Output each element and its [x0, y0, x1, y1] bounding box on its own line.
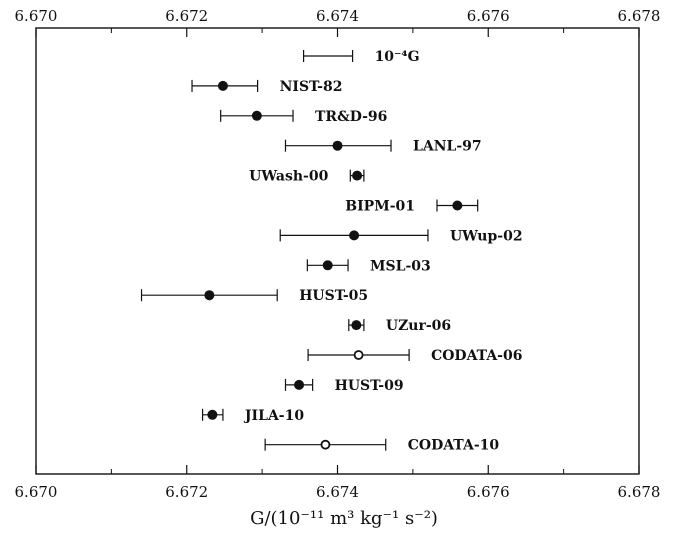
data-point: HUST-09	[284, 378, 404, 394]
tick-labels: 6.670 6.670 6.672 6.672 6.674 6.674 6.676 6.676…	[15, 7, 661, 501]
open-marker	[320, 439, 331, 450]
filled-marker	[332, 140, 343, 151]
point-label: CODATA-06	[431, 348, 522, 364]
data-point: MSL-03	[306, 258, 431, 274]
x-tick-label-bottom: 6.678	[618, 483, 661, 501]
filled-marker	[217, 80, 228, 91]
data-point: JILA-10	[201, 408, 304, 424]
point-label: LANL-97	[413, 139, 482, 155]
point-label: TR&D-96	[315, 109, 387, 125]
x-tick-label-bottom: 6.674	[316, 483, 359, 501]
data-point: TR&D-96	[220, 109, 387, 125]
x-tick-label-bottom: 6.672	[165, 483, 208, 501]
point-label: UWup-02	[450, 228, 523, 244]
data-marks: 10⁻⁴G NIST-82 TR&D-96 LANL-97 UWash-00 BIPM-0…	[140, 49, 523, 454]
point-label: UWash-00	[249, 169, 328, 185]
filled-marker	[351, 320, 362, 331]
point-label: JILA-10	[243, 408, 304, 424]
filled-marker	[251, 110, 262, 121]
x-tick-label-top: 6.678	[618, 7, 661, 25]
x-tick-label-top: 6.674	[316, 7, 359, 25]
point-label: CODATA-10	[408, 438, 500, 454]
data-point: UWash-00	[249, 169, 365, 185]
x-axis-label: G/(10⁻¹¹ m³ kg⁻¹ s⁻²)	[250, 508, 438, 529]
x-tick-label-top: 6.676	[467, 7, 510, 25]
open-marker	[353, 350, 364, 360]
data-point: CODATA-06	[307, 348, 522, 364]
data-point: 10⁻⁴G	[302, 49, 420, 65]
point-label: NIST-82	[280, 79, 343, 95]
data-point: LANL-97	[284, 139, 482, 155]
data-point: CODATA-10	[264, 438, 500, 454]
filled-marker	[207, 409, 218, 420]
point-label: BIPM-01	[345, 199, 415, 215]
x-tick-label-bottom: 6.676	[467, 483, 510, 501]
point-label: HUST-09	[335, 378, 404, 394]
data-point: HUST-05	[140, 288, 368, 304]
filled-marker	[294, 379, 305, 390]
data-point: NIST-82	[191, 79, 343, 95]
filled-marker	[452, 200, 463, 211]
x-tick-label-top: 6.672	[165, 7, 208, 25]
filled-marker	[352, 170, 363, 181]
point-label: HUST-05	[299, 288, 368, 304]
filled-marker	[322, 260, 333, 271]
data-point: UWup-02	[279, 228, 523, 244]
axis-ticks	[35, 28, 640, 474]
x-tick-label-top: 6.670	[15, 7, 58, 25]
data-point: UZur-06	[348, 318, 451, 334]
x-tick-label-bottom: 6.670	[15, 483, 58, 501]
filled-marker	[349, 230, 360, 241]
point-label: MSL-03	[370, 258, 431, 274]
data-point: BIPM-01	[345, 199, 479, 215]
filled-marker	[204, 290, 215, 301]
point-label: 10⁻⁴G	[375, 49, 420, 65]
point-label: UZur-06	[386, 318, 451, 334]
